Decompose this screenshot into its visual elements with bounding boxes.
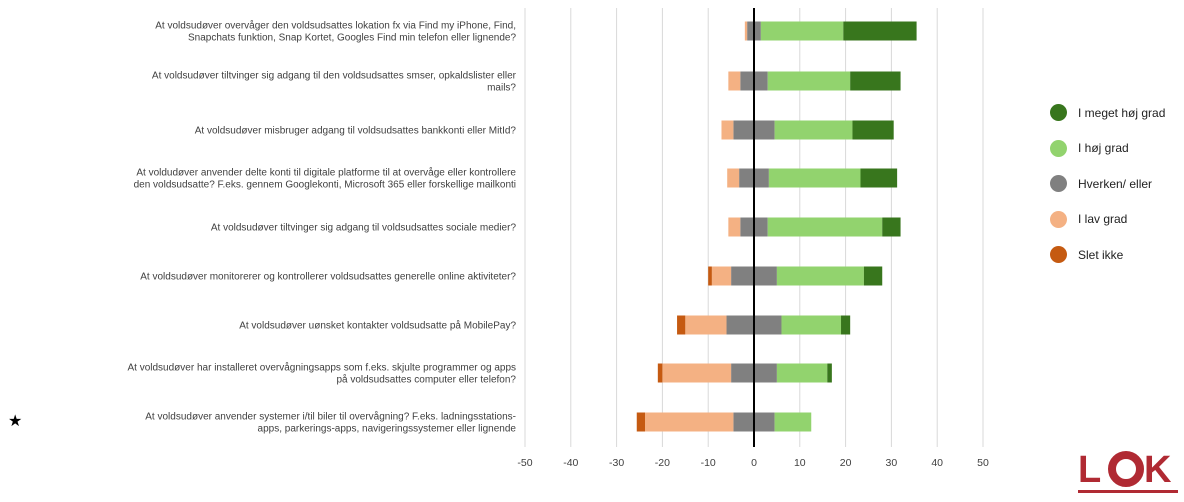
legend-item: I meget høj grad [1050,95,1165,131]
category-label: At voldsudøver misbruger adgang til vold… [195,126,517,137]
bar-i-meget-hoej-grad [850,71,901,91]
legend-swatch [1050,104,1067,122]
legend-swatch [1050,175,1067,193]
legend-item: I lav grad [1050,202,1165,238]
x-tick-label: -50 [517,457,532,469]
bar-i-hoej-grad [768,168,861,188]
legend-swatch [1050,139,1067,157]
bar-i-meget-hoej-grad [882,217,901,237]
legend-item: Slet ikke [1050,237,1165,273]
bar-i-hoej-grad [774,120,853,140]
bar-slet-ikke [677,315,686,335]
bar-slet-ikke [657,363,663,383]
x-tick-label: 0 [751,457,757,469]
bar-i-hoej-grad [781,315,842,335]
x-tick-label: 30 [886,457,898,469]
bar-i-hoej-grad [774,412,812,432]
bar-i-meget-hoej-grad [827,363,832,383]
bar-i-meget-hoej-grad [852,120,894,140]
bar-i-hoej-grad [776,266,864,286]
bar-i-lav-grad [685,315,727,335]
star-marker: ★ [8,411,23,430]
bar-i-lav-grad [727,168,740,188]
bar-i-lav-grad [662,363,732,383]
bar-i-meget-hoej-grad [860,168,898,188]
x-tick-label: -10 [701,457,716,469]
legend-item: Hverken/ eller [1050,166,1165,202]
x-tick-label: 50 [977,457,989,469]
bar-i-lav-grad [744,21,748,41]
category-label: den voldsudsatte? F.eks. gennem Googleko… [134,180,516,191]
legend-swatch [1050,210,1067,228]
x-tick-label: -30 [609,457,624,469]
legend-label: I meget høj grad [1078,105,1166,120]
legend-label: I høj grad [1078,141,1129,156]
legend-label: Hverken/ eller [1078,176,1153,191]
category-label: At voldsudøver har installeret overvågni… [127,362,516,374]
category-label: At voldsudøver uønsket kontakter voldsud… [239,320,516,332]
bar-i-lav-grad [728,71,741,91]
bar-i-hoej-grad [776,363,828,383]
x-tick-label: -40 [563,457,578,469]
category-label: Snapchats funktion, Snap Kortet, Googles… [188,33,516,44]
bar-i-hoej-grad [760,21,844,41]
bar-i-meget-hoej-grad [863,266,883,286]
bar-slet-ikke [636,412,645,432]
legend-label: I lav grad [1078,212,1128,227]
bar-i-meget-hoej-grad [841,315,851,335]
category-label: At voldsudøver monitorerer og kontroller… [140,272,516,283]
bar-i-lav-grad [711,266,732,286]
bar-i-hoej-grad [767,217,883,237]
bar-i-lav-grad [721,120,734,140]
x-tick-label: 20 [840,457,852,469]
legend-label: Slet ikke [1078,247,1124,262]
category-label: apps, parkerings-apps, navigeringssystem… [258,424,517,435]
chart-legend: I meget høj grad I høj grad Hverken/ eller… [1050,95,1165,273]
category-label: At voldudøver anvender delte konti til d… [136,167,516,179]
category-label: At voldsudøver tiltvinger sig adgang til… [211,223,517,234]
category-label: At voldsudøver overvåger den voldsudsatt… [155,20,516,32]
bar-i-lav-grad [644,412,734,432]
x-tick-label: 40 [931,457,943,469]
svg-text:L: L [1078,449,1101,491]
legend-swatch [1050,246,1067,264]
x-tick-label: 10 [794,457,806,469]
bar-slet-ikke [708,266,712,286]
category-label: på voldsudsattes computer eller telefon? [336,374,516,386]
x-tick-label: -20 [655,457,670,469]
bar-i-meget-hoej-grad [843,21,917,41]
bar-i-hoej-grad [767,71,851,91]
category-label: At voldsudøver tiltvinger sig adgang til… [152,71,517,82]
legend-item: I høj grad [1050,131,1165,167]
lok-logo: L K [1078,449,1178,493]
category-label: mails? [487,83,516,94]
svg-text:K: K [1144,449,1172,491]
category-label: At voldsudøver anvender systemer i/til b… [145,411,516,423]
bar-i-lav-grad [728,217,741,237]
